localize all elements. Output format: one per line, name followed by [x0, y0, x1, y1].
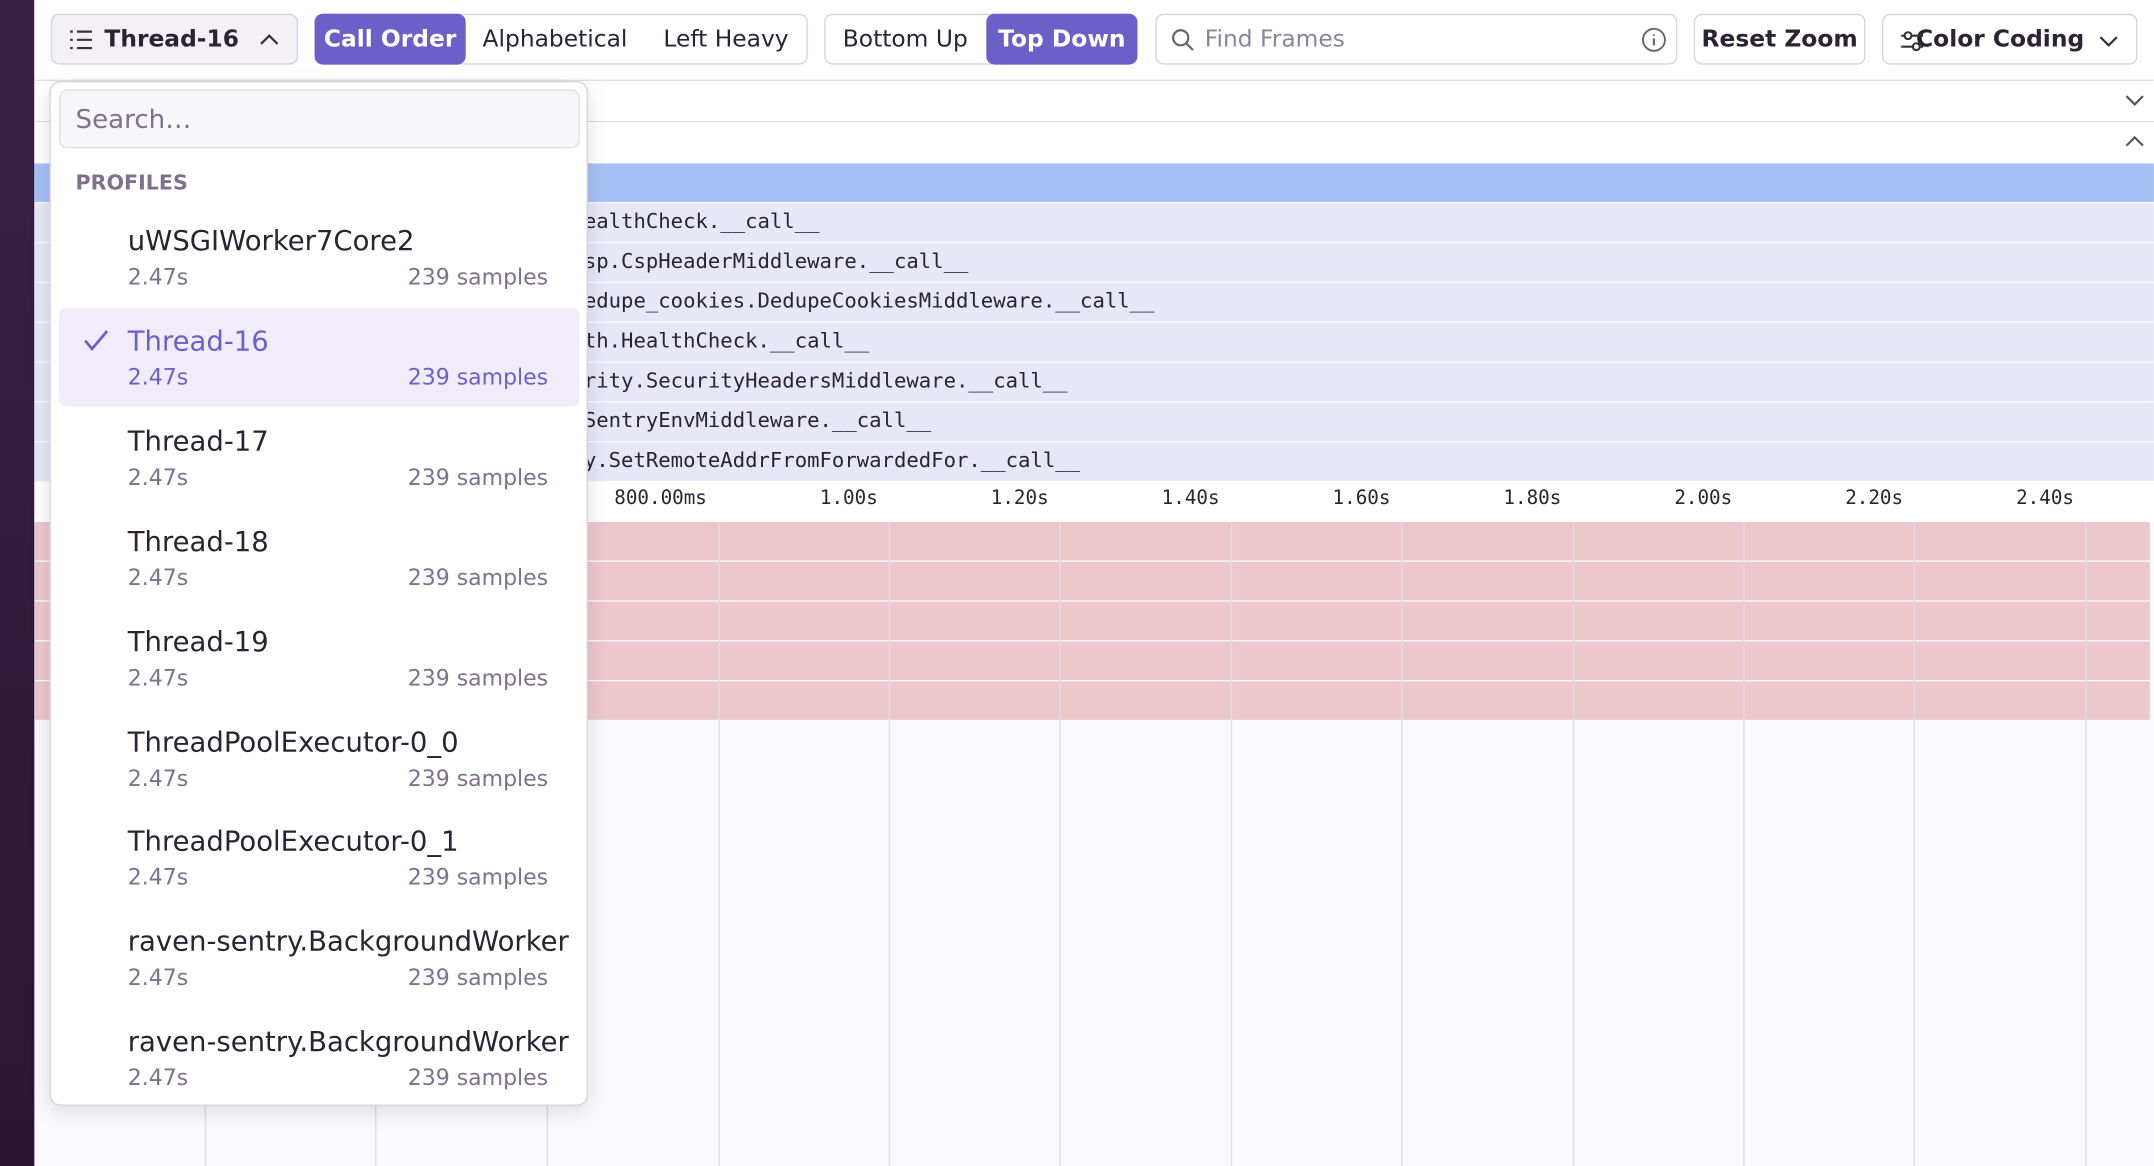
sliders-icon: [1901, 31, 1924, 52]
frame-label: ealthCheck.__call__: [583, 208, 820, 234]
dropdown-search[interactable]: Search…: [59, 89, 580, 149]
profile-samples: 239 samples: [407, 564, 549, 591]
frame-label: th.HealthCheck.__call__: [583, 328, 870, 354]
profile-samples: 239 samples: [407, 363, 549, 390]
profile-samples: 239 samples: [407, 263, 549, 290]
profile-duration: 2.47s: [127, 1064, 189, 1091]
sort-option[interactable]: Alphabetical: [482, 25, 628, 53]
grid-line: [1230, 522, 1232, 1166]
grid-line: [888, 522, 891, 1166]
profile-duration: 2.47s: [127, 664, 189, 691]
profile-name: Thread-16: [127, 324, 269, 358]
profile-duration: 2.47s: [127, 764, 189, 791]
profile-item[interactable]: raven-sentry.BackgroundWorker 2.47s 239 sa…: [59, 1009, 580, 1108]
dropdown-search-placeholder: Search…: [75, 104, 192, 135]
grid-line: [1401, 522, 1403, 1166]
grid-line: [2084, 522, 2087, 1166]
frame-label: rity.SecurityHeadersMiddleware.__call__: [583, 368, 1068, 393]
info-icon[interactable]: [1640, 26, 1667, 53]
frame-label: y.SetRemoteAddrFromForwardedFor.__call__: [583, 447, 1081, 473]
profile-duration: 2.47s: [127, 964, 189, 991]
tick-label: 1.20s: [990, 487, 1049, 510]
profile-samples: 239 samples: [407, 1064, 549, 1091]
profile-name: uWSGIWorker7Core2: [127, 223, 415, 257]
check-icon: [84, 330, 109, 351]
profile-duration: 2.47s: [127, 564, 189, 591]
tick-label: 1.40s: [1161, 487, 1220, 510]
profile-duration: 2.47s: [127, 363, 189, 390]
frame-label: SentryEnvMiddleware.__call__: [583, 407, 932, 433]
profile-duration: 2.47s: [127, 263, 189, 290]
view-option[interactable]: Bottom Up: [842, 25, 968, 53]
profile-duration: 2.47s: [127, 864, 189, 891]
profile-item[interactable]: Thread-17 2.47s 239 samples: [59, 408, 580, 507]
profile-item[interactable]: raven-sentry.BackgroundWorker 2.47s 239 sa…: [59, 908, 580, 1007]
color-coding-button[interactable]: Color Coding: [1881, 13, 2138, 65]
find-frames-placeholder: Find Frames: [1204, 25, 1345, 53]
chevron-down[interactable]: [2124, 92, 2146, 108]
tick-label: 800.00ms: [614, 487, 707, 510]
reset-zoom-button[interactable]: Reset Zoom: [1693, 13, 1866, 65]
tick-label: 1.80s: [1503, 487, 1562, 510]
profile-name: Thread-17: [127, 424, 269, 458]
profile-duration: 2.47s: [127, 464, 189, 491]
chevron-down: [2099, 36, 2118, 47]
profile-name: raven-sentry.BackgroundWorker: [127, 1025, 569, 1059]
tick-label: 2.20s: [1845, 487, 1904, 510]
color-coding-label: Color Coding: [1916, 25, 2085, 53]
frame-label: edupe_cookies.DedupeCookiesMiddleware.__…: [583, 288, 1155, 314]
sidebar: [0, 0, 35, 1166]
tick-label: 1.60s: [1332, 487, 1391, 510]
profile-name: ThreadPoolExecutor-0_1: [127, 824, 459, 858]
view-option[interactable]: Top Down: [986, 13, 1138, 65]
grid-line: [1572, 522, 1574, 1166]
profile-samples: 239 samples: [407, 964, 549, 991]
tick-label: 1.00s: [819, 487, 878, 510]
grid-line: [717, 522, 720, 1166]
section-label: PROFILES: [75, 170, 188, 196]
profile-item[interactable]: Thread-19 2.47s 239 samples: [59, 608, 580, 707]
find-frames-input[interactable]: Find Frames: [1155, 13, 1678, 65]
list-icon: [70, 30, 93, 50]
profile-item[interactable]: ThreadPoolExecutor-0_1 2.47s 239 samples: [59, 808, 580, 907]
search-icon: [1172, 29, 1194, 51]
thread-selector-label: Thread-16: [104, 25, 239, 53]
grid-line: [1059, 522, 1062, 1166]
chevron-up[interactable]: [2124, 133, 2146, 149]
profile-samples: 239 samples: [407, 664, 549, 691]
sort-option[interactable]: Left Heavy: [663, 25, 789, 53]
profile-name: ThreadPoolExecutor-0_0: [127, 724, 459, 758]
grid-line: [1914, 522, 1916, 1166]
tick-label: 2.00s: [1674, 487, 1733, 510]
profiles-dropdown: Search… PROFILES uWSGIWorker7Core2 2.47s 239…: [49, 81, 588, 1108]
grid-line: [1743, 522, 1745, 1166]
profile-name: Thread-19: [127, 624, 269, 658]
frame-label: sp.CspHeaderMiddleware.__call__: [583, 248, 969, 274]
profile-item[interactable]: ThreadPoolExecutor-0_0 2.47s 239 samples: [59, 708, 580, 807]
profile-name: raven-sentry.BackgroundWorker: [127, 924, 569, 958]
profile-item[interactable]: uWSGIWorker7Core2 2.47s 239 samples: [59, 207, 580, 306]
tick-label: 2.40s: [2016, 487, 2075, 510]
profile-item[interactable]: Thread-16 2.47s 239 samples: [59, 307, 580, 407]
thread-selector[interactable]: Thread-16: [50, 13, 299, 65]
profile-item[interactable]: Thread-18 2.47s 239 samples: [59, 508, 580, 607]
profile-samples: 239 samples: [407, 764, 549, 791]
sort-option[interactable]: Call Order: [314, 13, 466, 65]
profile-samples: 239 samples: [407, 464, 549, 491]
profile-name: Thread-18: [127, 524, 269, 558]
profile-samples: 239 samples: [407, 864, 549, 891]
chevron-up: [260, 34, 279, 45]
